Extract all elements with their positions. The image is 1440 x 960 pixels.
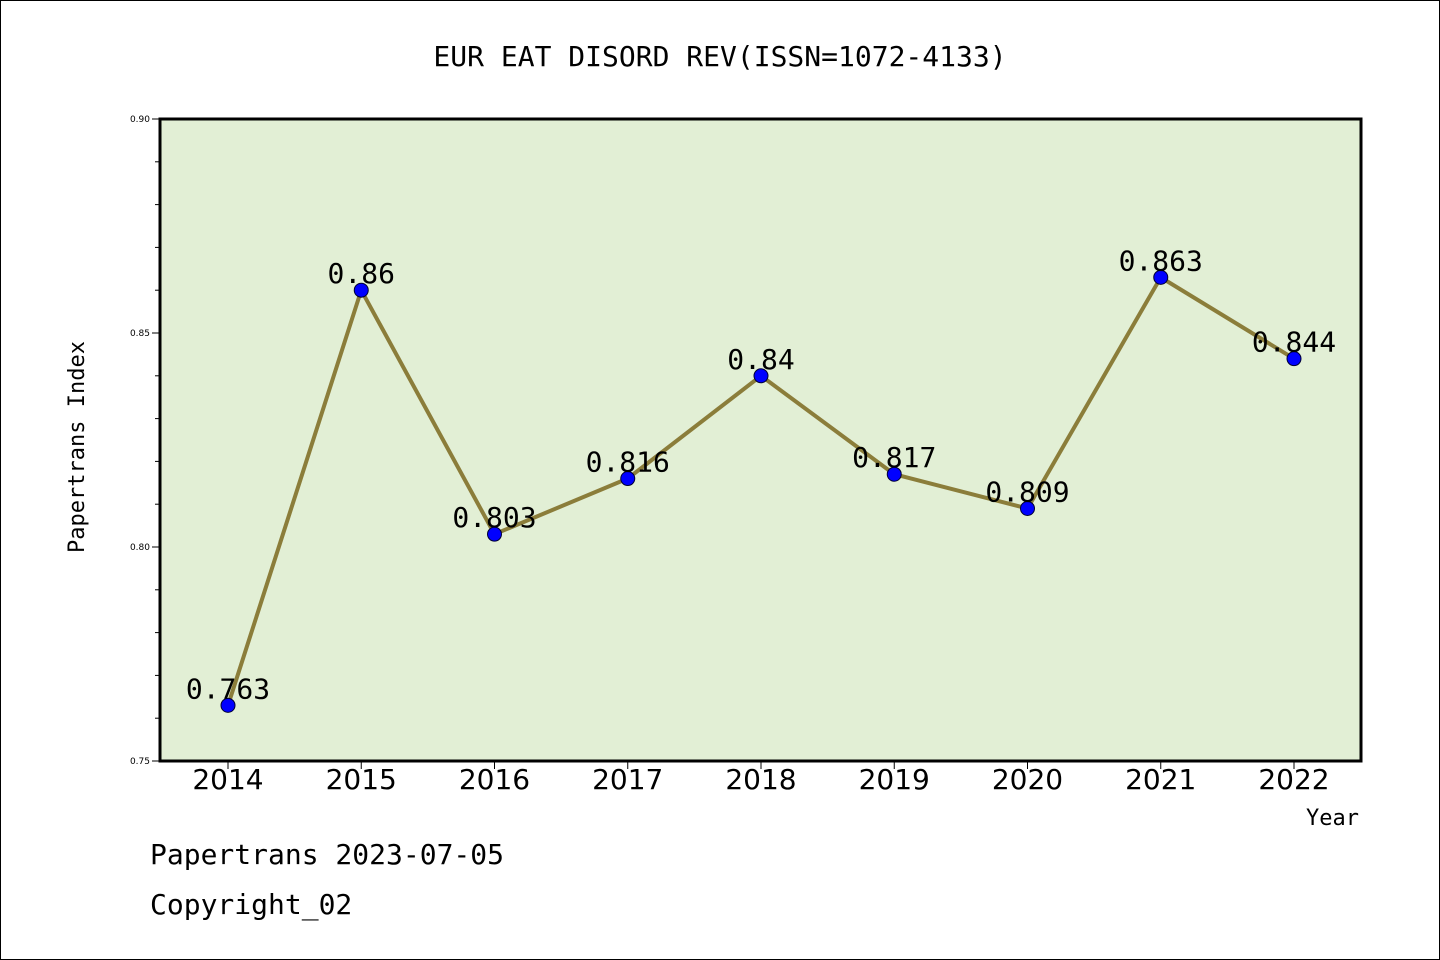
data-point: [753, 368, 769, 384]
x-tick-label: 2020: [992, 763, 1063, 796]
data-label: 0.817: [852, 441, 936, 474]
y-axis-label: Papertrans Index: [65, 341, 90, 553]
data-label: 0.803: [452, 501, 536, 534]
data-point: [487, 526, 502, 542]
footer-copyright: Copyright_02: [150, 888, 352, 922]
plot-area: [158, 117, 1363, 763]
x-tick-label: 2017: [592, 763, 663, 796]
y-axis: 0.75 0.80 0.85 0.90: [130, 115, 160, 767]
data-point: [220, 697, 236, 713]
data-point: [1153, 269, 1169, 285]
data-point: [620, 471, 636, 487]
data-point: [1020, 500, 1035, 516]
x-axis: 2014 2015 2016 2017 2018 2019 2020 2021 2022: [192, 761, 1330, 796]
x-tick-label: 2018: [725, 763, 796, 796]
x-axis-label: Year: [1306, 806, 1359, 831]
y-tick-label: 0.90: [130, 115, 150, 125]
data-label: 0.816: [586, 446, 670, 479]
data-labels-group: 0.763 0.86 0.803 0.816 0.84 0.817 0.809 0.863 0.…: [186, 244, 1336, 705]
data-label: 0.863: [1119, 244, 1203, 277]
x-tick-label: 2022: [1258, 763, 1329, 796]
series-group: [220, 269, 1302, 713]
x-tick-label: 2016: [459, 763, 530, 796]
data-point: [886, 466, 902, 482]
x-tick-label: 2019: [859, 763, 930, 796]
y-tick-label: 0.85: [130, 329, 150, 339]
footer-date: Papertrans 2023-07-05: [150, 838, 504, 871]
x-tick-label: 2014: [192, 763, 263, 796]
data-label: 0.763: [186, 672, 270, 705]
data-point: [1286, 351, 1302, 367]
y-tick-label: 0.75: [130, 757, 150, 767]
data-label: 0.86: [328, 257, 395, 290]
y-tick-label: 0.80: [130, 543, 150, 553]
data-label: 0.84: [727, 343, 794, 376]
data-label: 0.809: [985, 475, 1069, 508]
data-label: 0.844: [1252, 326, 1336, 359]
data-point: [353, 282, 369, 298]
x-tick-label: 2021: [1125, 763, 1196, 796]
x-tick-label: 2015: [326, 763, 397, 796]
chart-title: EUR EAT DISORD REV(ISSN=1072-4133): [433, 40, 1006, 73]
